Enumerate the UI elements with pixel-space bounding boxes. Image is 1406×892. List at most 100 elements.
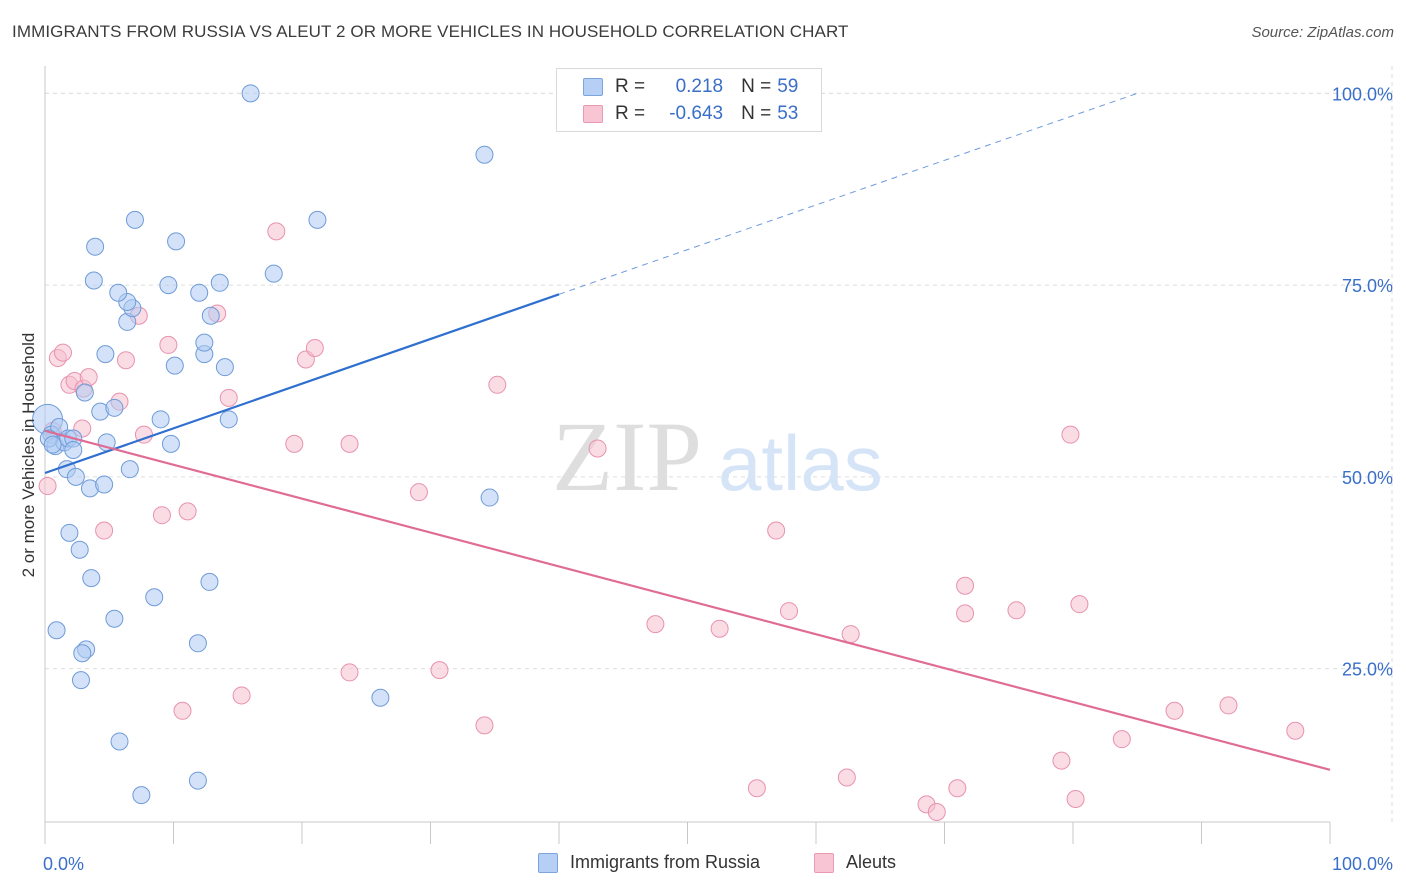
aleuts-point [1061,425,1080,444]
chart-title: IMMIGRANTS FROM RUSSIA VS ALEUT 2 OR MOR… [12,22,849,41]
russia-point [70,540,89,559]
russia-point [75,383,94,402]
russia-point [145,588,164,607]
russia-point [71,671,90,690]
aleuts-point [780,602,799,621]
russia-trend-extension [558,92,1138,295]
bottom-legend-aleuts[interactable]: Aleuts [814,852,896,873]
aleuts-point [1286,721,1305,740]
axis-labels: 25.0% 50.0% 75.0% 100.0% 0.0% 100.0% [43,84,1393,874]
russia-point [188,634,207,653]
bottom-legend-russia[interactable]: Immigrants from Russia [538,852,760,873]
aleuts-point [305,338,324,357]
russia-point [109,283,128,302]
legend-r-value-aleuts: -0.643 [669,103,724,124]
russia-point [120,460,139,479]
russia-point [195,333,214,352]
aleuts-point [646,615,665,634]
russia-point [371,688,390,707]
russia-point [159,276,178,295]
aleuts-point [152,506,171,525]
legend-r-value-russia: 0.218 [675,76,724,97]
legend-swatch-blue [583,78,603,96]
aleuts-trend-line [44,429,1331,771]
aleuts-point [285,434,304,453]
russia-point [161,434,180,453]
watermark-zip: ZIP [552,401,702,512]
y-tick-label: 100.0% [1332,84,1393,104]
aleuts-point [747,779,766,798]
trend-lines [44,92,1331,771]
russia-point [165,356,184,375]
correlation-legend: R = 0.218 N = 59 R = -0.643 N = 53 [556,68,822,132]
aleuts-point [173,701,192,720]
aleuts-point [948,779,967,798]
legend-r-label: R = [615,103,646,124]
russia-trend-line [44,293,560,475]
russia-point [480,488,499,507]
russia-point [73,644,92,663]
legend-n-label: N = [741,76,772,97]
aleuts-point [79,368,98,387]
watermark-atlas: atlas [718,419,883,507]
russia-point [105,609,124,628]
russia-point [86,237,105,256]
russia-point [151,410,170,429]
aleuts-point [178,502,197,521]
russia-point [167,232,186,251]
legend-row-russia: R = 0.218 N = 59 [583,74,798,100]
watermark: ZIP atlas [552,401,883,512]
aleuts-point [340,434,359,453]
russia-point [200,572,219,591]
legend-n-value-russia: 59 [777,76,799,97]
aleuts-point [1070,595,1089,614]
source-label: Source: ZipAtlas.com [1251,24,1394,41]
russia-point [215,358,234,377]
russia-point [64,441,83,459]
aleuts-point [430,661,449,680]
russia-point [96,345,115,364]
russia-point [188,771,207,790]
aleuts-point [475,716,494,735]
aleuts-point [1165,701,1184,720]
russia-point [66,467,85,486]
russia-point [84,271,103,290]
y-tick-label: 25.0% [1342,660,1393,680]
legend-r-label: R = [615,76,646,97]
russia-point [82,569,101,588]
aleuts-point [219,388,238,407]
russia-point [308,210,327,229]
aleuts-point [159,335,178,354]
russia-point [219,410,238,429]
russia-point [125,210,144,229]
x-tick-label: 100.0% [1332,854,1393,874]
legend-swatch-pink [583,105,603,123]
y-axis-title: 2 or more Vehicles in Household [19,333,38,578]
russia-point [110,732,129,751]
russia-point [47,621,66,640]
aleuts-point [267,222,286,241]
y-tick-label: 75.0% [1342,276,1393,296]
aleuts-point [588,439,607,458]
russia-point [132,786,151,805]
aleuts-point [837,768,856,787]
legend-n-label: N = [741,103,772,124]
aleuts-point [488,375,507,394]
aleuts-point [116,351,135,370]
aleuts-point [956,576,975,595]
aleuts-point [1052,751,1071,770]
aleuts-point [1219,696,1238,715]
russia-point [241,84,260,103]
aleuts-point [767,521,786,540]
russia-point [95,475,114,494]
legend-row-aleuts: R = -0.643 N = 53 [583,101,798,127]
russia-points [32,84,499,805]
y-tick-label: 50.0% [1342,468,1393,488]
aleuts-point [710,619,729,638]
bottom-legend-label-aleuts: Aleuts [846,852,897,872]
russia-point [60,523,79,542]
aleuts-point [1066,789,1085,808]
legend-swatch-blue [538,852,558,873]
russia-point [201,306,220,325]
